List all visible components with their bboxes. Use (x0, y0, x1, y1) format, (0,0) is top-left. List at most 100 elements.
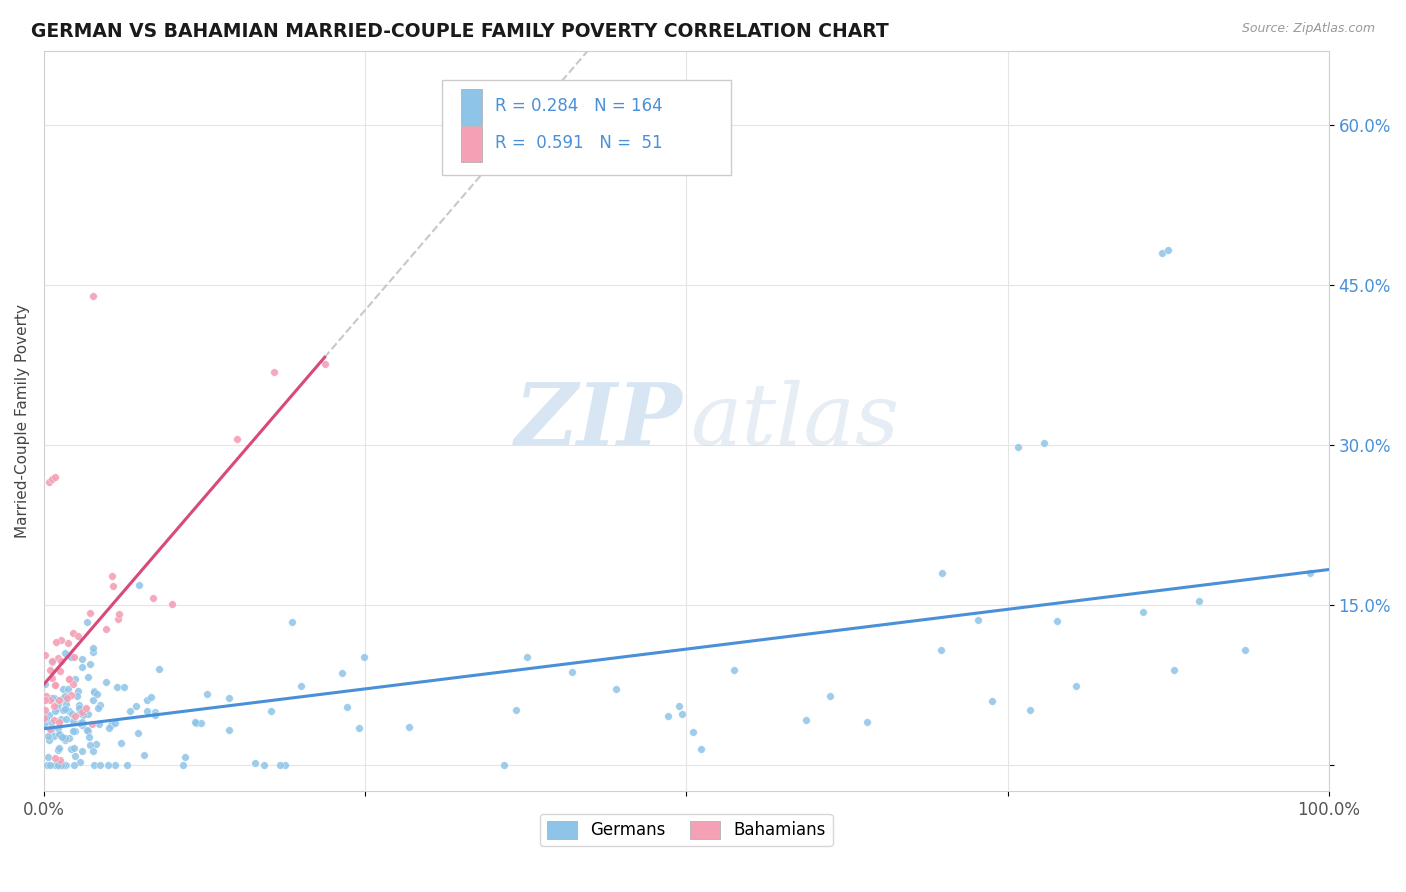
Point (89, 717, 111, 731)
Point (60, 688, 83, 702)
Point (66, 629, 89, 643)
Point (1234, 643, 1257, 657)
Point (136, 704, 159, 718)
Point (820, 689, 842, 703)
Point (34, 711, 56, 725)
Point (82, 744, 104, 758)
Text: atlas: atlas (690, 380, 900, 462)
Text: Source: ZipAtlas.com: Source: ZipAtlas.com (1241, 22, 1375, 36)
Point (48, 664, 70, 678)
Point (53, 689, 76, 703)
Point (492, 757, 515, 772)
Point (70, 705, 93, 719)
Point (44, 678, 66, 692)
Point (98, 721, 121, 735)
Point (41, 672, 63, 686)
Point (52, 703, 75, 717)
Point (39, 757, 62, 772)
Point (856, 714, 879, 729)
Point (63, 757, 86, 772)
Point (55, 691, 77, 706)
Point (46, 650, 69, 665)
Point (48, 757, 70, 772)
Point (172, 757, 194, 772)
Point (86, 687, 108, 701)
Point (51, 730, 73, 744)
Point (52, 681, 75, 696)
Point (49, 728, 72, 742)
Point (66, 683, 89, 698)
Point (668, 699, 690, 714)
Point (516, 649, 538, 664)
Point (83, 757, 105, 772)
Point (70, 659, 93, 673)
Point (38, 707, 60, 722)
Point (1188, 594, 1211, 608)
Point (60, 742, 83, 756)
Point (347, 721, 370, 735)
Text: R =  0.591   N =  51: R = 0.591 N = 51 (495, 135, 662, 153)
Point (55, 712, 77, 726)
Point (142, 591, 165, 606)
Point (966, 613, 988, 627)
Point (42, 713, 65, 727)
Point (75, 700, 97, 714)
Point (41, 472, 63, 486)
Point (59, 649, 82, 664)
Point (62, 625, 84, 640)
Point (218, 723, 240, 737)
Point (77, 707, 100, 722)
Point (55, 757, 77, 772)
Point (38, 732, 60, 747)
Point (63, 724, 86, 739)
Point (51, 712, 73, 726)
Point (37, 729, 59, 743)
Point (39, 693, 62, 707)
Point (77, 730, 100, 744)
Point (44, 704, 66, 718)
Point (67, 701, 90, 715)
Point (148, 662, 170, 676)
Point (55, 698, 77, 712)
Point (48, 740, 70, 755)
Point (505, 702, 527, 716)
Point (63, 672, 86, 686)
Point (45, 701, 67, 715)
Point (44, 678, 66, 692)
Point (65, 748, 87, 763)
Point (104, 757, 127, 772)
Point (190, 716, 212, 731)
Point (62, 723, 84, 738)
Point (72, 708, 94, 723)
Point (58, 672, 80, 686)
Point (84, 737, 107, 751)
Point (97, 757, 120, 772)
Point (41, 655, 63, 669)
Point (49, 754, 72, 768)
Point (290, 679, 312, 693)
Point (58, 672, 80, 686)
Point (46, 697, 69, 711)
Point (160, 597, 183, 611)
Point (108, 607, 131, 622)
Point (260, 704, 283, 718)
Point (82, 693, 104, 707)
Point (41, 723, 63, 737)
Point (49, 757, 72, 772)
Point (100, 717, 122, 731)
Point (83, 685, 105, 699)
Point (48, 715, 70, 730)
Point (186, 716, 208, 731)
Point (225, 432, 247, 446)
Point (35, 709, 58, 723)
Point (353, 650, 375, 665)
Point (42, 729, 65, 743)
Point (53, 647, 76, 661)
Point (117, 757, 139, 772)
Point (46, 757, 69, 772)
Point (657, 709, 679, 723)
Point (127, 726, 149, 740)
Point (37, 750, 59, 764)
FancyBboxPatch shape (461, 89, 482, 125)
Point (136, 693, 159, 707)
